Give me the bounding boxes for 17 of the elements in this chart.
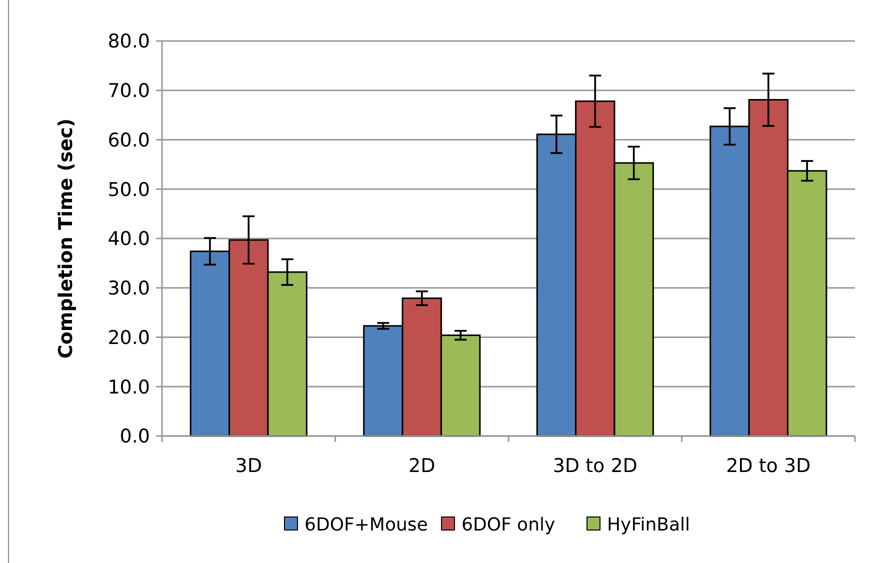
y-axis-title: Completion Time (sec) [55,118,77,359]
legend-label: HyFinBall [607,514,690,536]
y-tick-label: 20.0 [108,326,150,349]
y-tick-label: 80.0 [108,30,150,53]
y-tick-label: 70.0 [108,80,150,102]
y-tick-label: 10.0 [108,376,150,398]
legend-label: 6DOF+Mouse [304,514,428,536]
y-tick-label: 0.0 [120,426,150,448]
y-tick-label: 50.0 [108,178,150,201]
x-tick-label: 3D [235,455,262,477]
legend-label: 6DOF only [462,514,556,536]
x-tick-label: 2D [408,455,436,477]
y-tick-label: 60.0 [108,129,150,152]
x-tick-label: 3D to 2D [552,455,638,477]
y-tick-label: 30.0 [108,278,150,300]
x-tick-label: 2D to 3D [726,455,811,477]
y-tick-label: 40.0 [108,228,150,250]
